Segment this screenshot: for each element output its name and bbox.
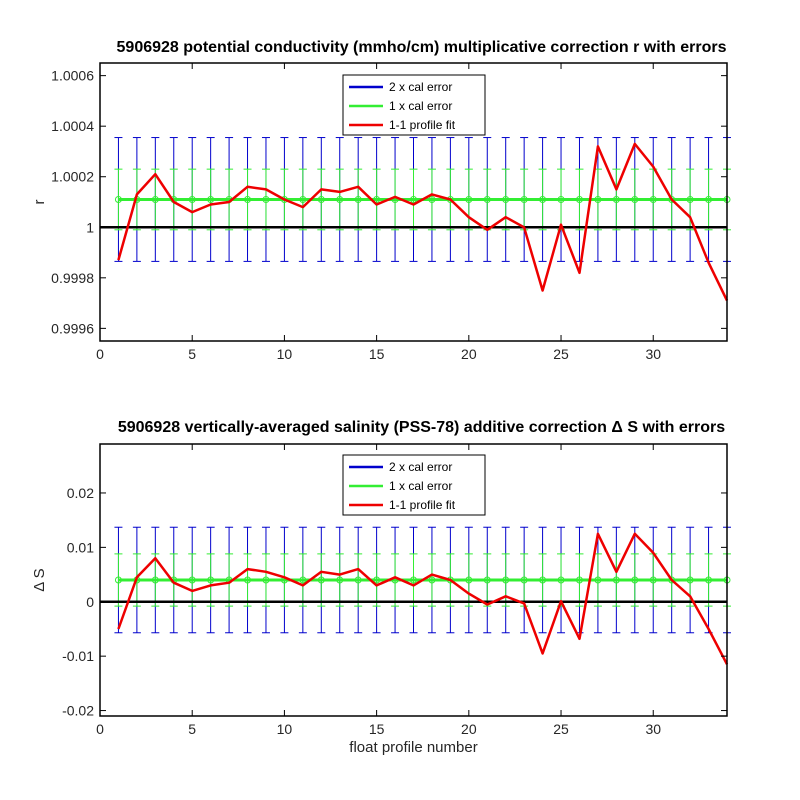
x-tick-label: 25 [553, 346, 569, 362]
calibration-marker [668, 195, 676, 203]
y-tick-label: 1.0002 [51, 169, 94, 185]
calibration-marker [299, 576, 307, 584]
x-tick-label: 15 [369, 346, 385, 362]
y-tick-label: 0.9996 [51, 320, 94, 336]
calibration-marker [539, 195, 547, 203]
y-tick-label: 0 [86, 594, 94, 610]
calibration-marker [188, 195, 196, 203]
calibration-marker [151, 576, 159, 584]
y-tick-label: 0.02 [67, 485, 94, 501]
calibration-marker [373, 576, 381, 584]
chart-title: 5906928 vertically-averaged salinity (PS… [118, 419, 725, 436]
legend-label-1x-cal-error: 1 x cal error [389, 99, 452, 113]
calibration-marker [299, 195, 307, 203]
calibration-marker [483, 576, 491, 584]
calibration-marker [502, 576, 510, 584]
legend-label-2x-cal-error: 2 x cal error [389, 80, 452, 94]
y-axis-label: r [31, 200, 48, 205]
x-tick-label: 20 [461, 346, 477, 362]
calibration-marker [244, 576, 252, 584]
calibration-marker [649, 195, 657, 203]
calibration-marker [594, 576, 602, 584]
calibration-marker [483, 195, 491, 203]
y-tick-label: 0.01 [67, 539, 94, 555]
calibration-marker [612, 195, 620, 203]
calibration-marker [594, 195, 602, 203]
series-line-profile-fit [117, 142, 729, 302]
calibration-marker [354, 576, 362, 584]
calibration-marker [520, 195, 528, 203]
x-tick-label: 20 [461, 721, 477, 737]
calibration-marker [668, 576, 676, 584]
calibration-marker [336, 195, 344, 203]
calibration-marker [539, 576, 547, 584]
calibration-marker [354, 195, 362, 203]
y-tick-label: -0.02 [62, 703, 94, 719]
x-tick-label: 0 [96, 346, 104, 362]
calibration-marker [373, 195, 381, 203]
y-tick-label: 1 [86, 219, 94, 235]
chart-title: 5906928 potential conductivity (mmho/cm)… [117, 39, 727, 56]
calibration-marker [649, 576, 657, 584]
calibration-marker [114, 195, 122, 203]
calibration-marker [207, 576, 215, 584]
x-tick-label: 15 [369, 721, 385, 737]
x-axis-label: float profile number [349, 739, 477, 756]
calibration-marker [465, 195, 473, 203]
calibration-marker [188, 576, 196, 584]
x-tick-label: 30 [645, 721, 661, 737]
calibration-marker [705, 576, 713, 584]
axes-frame [99, 62, 728, 342]
calibration-marker [686, 195, 694, 203]
calibration-marker [428, 576, 436, 584]
series-line-profile-fit [117, 532, 729, 665]
x-tick-label: 5 [188, 346, 196, 362]
calibration-marker [336, 576, 344, 584]
calibration-marker [317, 576, 325, 584]
calibration-marker [262, 195, 270, 203]
calibration-marker [151, 195, 159, 203]
plot-content [100, 526, 731, 665]
calibration-marker [502, 195, 510, 203]
top-panel-r-correction: 5906928 potential conductivity (mmho/cm)… [31, 39, 731, 362]
calibration-marker [465, 576, 473, 584]
calibration-marker [410, 576, 417, 584]
calibration-marker [631, 576, 639, 584]
calibration-marker [612, 576, 620, 584]
calibration-marker [317, 195, 325, 203]
legend-label-profile-fit: 1-1 profile fit [389, 118, 456, 132]
calibration-marker [575, 195, 583, 203]
calibration-marker [428, 195, 436, 203]
calibration-marker [686, 576, 694, 584]
calibration-marker [262, 576, 270, 584]
y-tick-label: 0.9998 [51, 270, 94, 286]
calibration-marker [575, 576, 583, 584]
legend-label-profile-fit: 1-1 profile fit [389, 498, 456, 512]
y-tick-label: 1.0004 [51, 118, 94, 134]
calibration-marker [207, 195, 215, 203]
x-tick-label: 10 [277, 346, 293, 362]
legend-label-2x-cal-error: 2 x cal error [389, 460, 452, 474]
calibration-marker [631, 195, 639, 203]
calibration-marker [705, 195, 713, 203]
x-tick-label: 25 [553, 721, 569, 737]
calibration-marker [557, 195, 565, 203]
legend-label-1x-cal-error: 1 x cal error [389, 479, 452, 493]
axes-frame [99, 443, 728, 717]
x-tick-label: 10 [277, 721, 293, 737]
x-tick-label: 0 [96, 721, 104, 737]
calibration-marker [114, 576, 122, 584]
calibration-marker [557, 576, 565, 584]
y-tick-label: 1.0006 [51, 68, 94, 84]
x-tick-label: 30 [645, 346, 661, 362]
bottom-panel-salinity-correction: 5906928 vertically-averaged salinity (PS… [31, 419, 731, 756]
calibration-marker [244, 195, 252, 203]
y-tick-label: -0.01 [62, 648, 94, 664]
x-tick-label: 5 [188, 721, 196, 737]
y-axis-label: Δ S [31, 568, 48, 591]
calibration-marker [520, 576, 528, 584]
calibration-marker [410, 195, 417, 203]
